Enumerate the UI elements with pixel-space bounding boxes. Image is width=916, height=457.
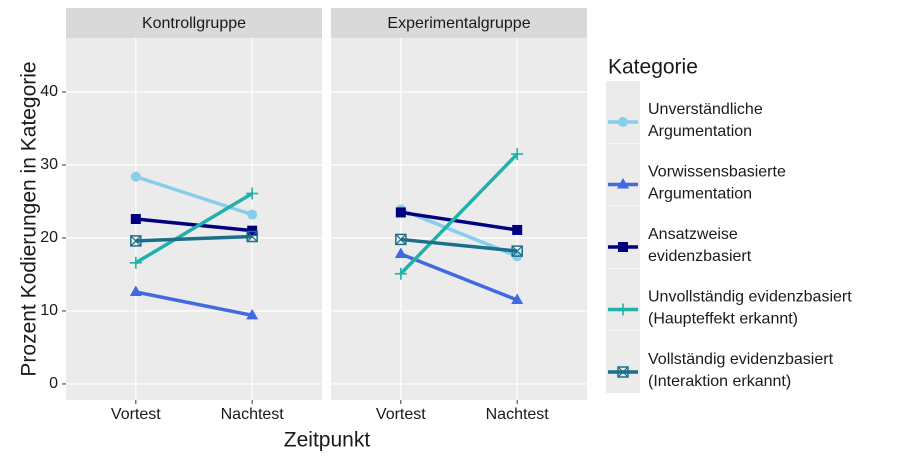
point bbox=[247, 225, 258, 236]
panel bbox=[331, 38, 587, 400]
point bbox=[512, 224, 523, 235]
point bbox=[130, 235, 142, 247]
point bbox=[618, 117, 628, 127]
marker-shape bbox=[246, 230, 258, 243]
marker-shape bbox=[130, 171, 141, 182]
legend-key bbox=[606, 331, 640, 393]
point bbox=[129, 256, 142, 269]
series-line bbox=[134, 191, 254, 265]
point bbox=[395, 233, 407, 246]
marker-shape bbox=[247, 225, 258, 236]
point bbox=[246, 308, 259, 320]
legend-key bbox=[606, 206, 640, 268]
point bbox=[394, 247, 407, 259]
marker-shape bbox=[246, 308, 259, 320]
marker-shape bbox=[511, 245, 523, 257]
y-tick-label: 0 bbox=[49, 375, 58, 392]
marker-shape bbox=[618, 117, 628, 127]
strip bbox=[66, 8, 322, 38]
series-line bbox=[135, 175, 253, 217]
series-line bbox=[400, 252, 518, 302]
y-tick-label: 30 bbox=[40, 156, 58, 173]
point bbox=[130, 214, 141, 224]
marker-shape bbox=[395, 207, 406, 218]
series-line bbox=[400, 210, 518, 232]
series-line bbox=[135, 217, 253, 233]
point bbox=[511, 148, 524, 161]
point bbox=[130, 171, 141, 182]
point bbox=[246, 187, 259, 200]
marker-shape bbox=[394, 247, 407, 259]
marker-shape bbox=[617, 366, 629, 378]
x-tick-label: Nachtest bbox=[221, 406, 285, 423]
y-tick-label: 40 bbox=[40, 83, 58, 100]
point bbox=[618, 242, 628, 252]
y-tick-label: 10 bbox=[40, 302, 58, 319]
marker-shape bbox=[246, 231, 258, 242]
marker-shape bbox=[395, 233, 407, 246]
series-line bbox=[400, 237, 518, 253]
x-tick-label: Vortest bbox=[111, 406, 161, 423]
series-line bbox=[135, 290, 253, 318]
marker-shape bbox=[247, 209, 258, 220]
legend-label: Vorwissensbasierte bbox=[648, 164, 786, 181]
point bbox=[617, 303, 629, 316]
legend-label: Unvollständig evidenzbasiert bbox=[648, 289, 852, 306]
point bbox=[617, 366, 629, 378]
marker-shape bbox=[617, 366, 629, 378]
marker-shape bbox=[395, 234, 407, 245]
point bbox=[394, 267, 407, 280]
marker-shape bbox=[512, 224, 523, 235]
legend-label: evidenzbasiert bbox=[648, 248, 752, 265]
legend-label: Argumentation bbox=[648, 186, 752, 203]
strip-label: Experimentalgruppe bbox=[387, 15, 530, 32]
legend-label: Argumentation bbox=[648, 123, 752, 140]
series-line bbox=[399, 152, 519, 275]
marker-shape bbox=[511, 245, 523, 257]
marker-shape bbox=[618, 242, 628, 252]
strip-label: Kontrollgruppe bbox=[142, 15, 246, 32]
series-line bbox=[135, 234, 253, 243]
strip bbox=[331, 8, 587, 38]
point bbox=[511, 293, 524, 305]
marker-shape bbox=[129, 285, 142, 296]
panel bbox=[66, 38, 322, 400]
marker-shape bbox=[617, 178, 629, 189]
x-tick-label: Nachtest bbox=[486, 406, 550, 423]
point bbox=[246, 230, 258, 243]
point bbox=[247, 209, 258, 220]
marker-shape bbox=[130, 235, 142, 247]
legend-key bbox=[606, 81, 640, 143]
legend-label: Unverständliche bbox=[648, 101, 763, 118]
marker-shape bbox=[130, 235, 142, 247]
legend-key bbox=[606, 143, 640, 206]
point bbox=[617, 178, 629, 189]
marker-shape bbox=[130, 214, 141, 224]
legend-label: Ansatzweise bbox=[648, 226, 738, 243]
legend-label: Vollständig evidenzbasiert bbox=[648, 351, 834, 368]
point bbox=[511, 245, 523, 257]
point bbox=[129, 285, 142, 296]
legend-label: (Haupteffekt erkannt) bbox=[648, 311, 798, 328]
legend-label: (Interaktion erkannt) bbox=[648, 373, 791, 390]
x-axis-title: Zeitpunkt bbox=[284, 429, 371, 452]
marker-shape bbox=[511, 293, 524, 305]
legend-title: Kategorie bbox=[608, 56, 698, 79]
y-axis-title: Prozent Kodierungen in Kategorie bbox=[18, 61, 41, 376]
x-tick-label: Vortest bbox=[376, 406, 426, 423]
point bbox=[395, 207, 406, 218]
legend-key bbox=[606, 268, 640, 331]
y-tick-label: 20 bbox=[40, 229, 58, 246]
